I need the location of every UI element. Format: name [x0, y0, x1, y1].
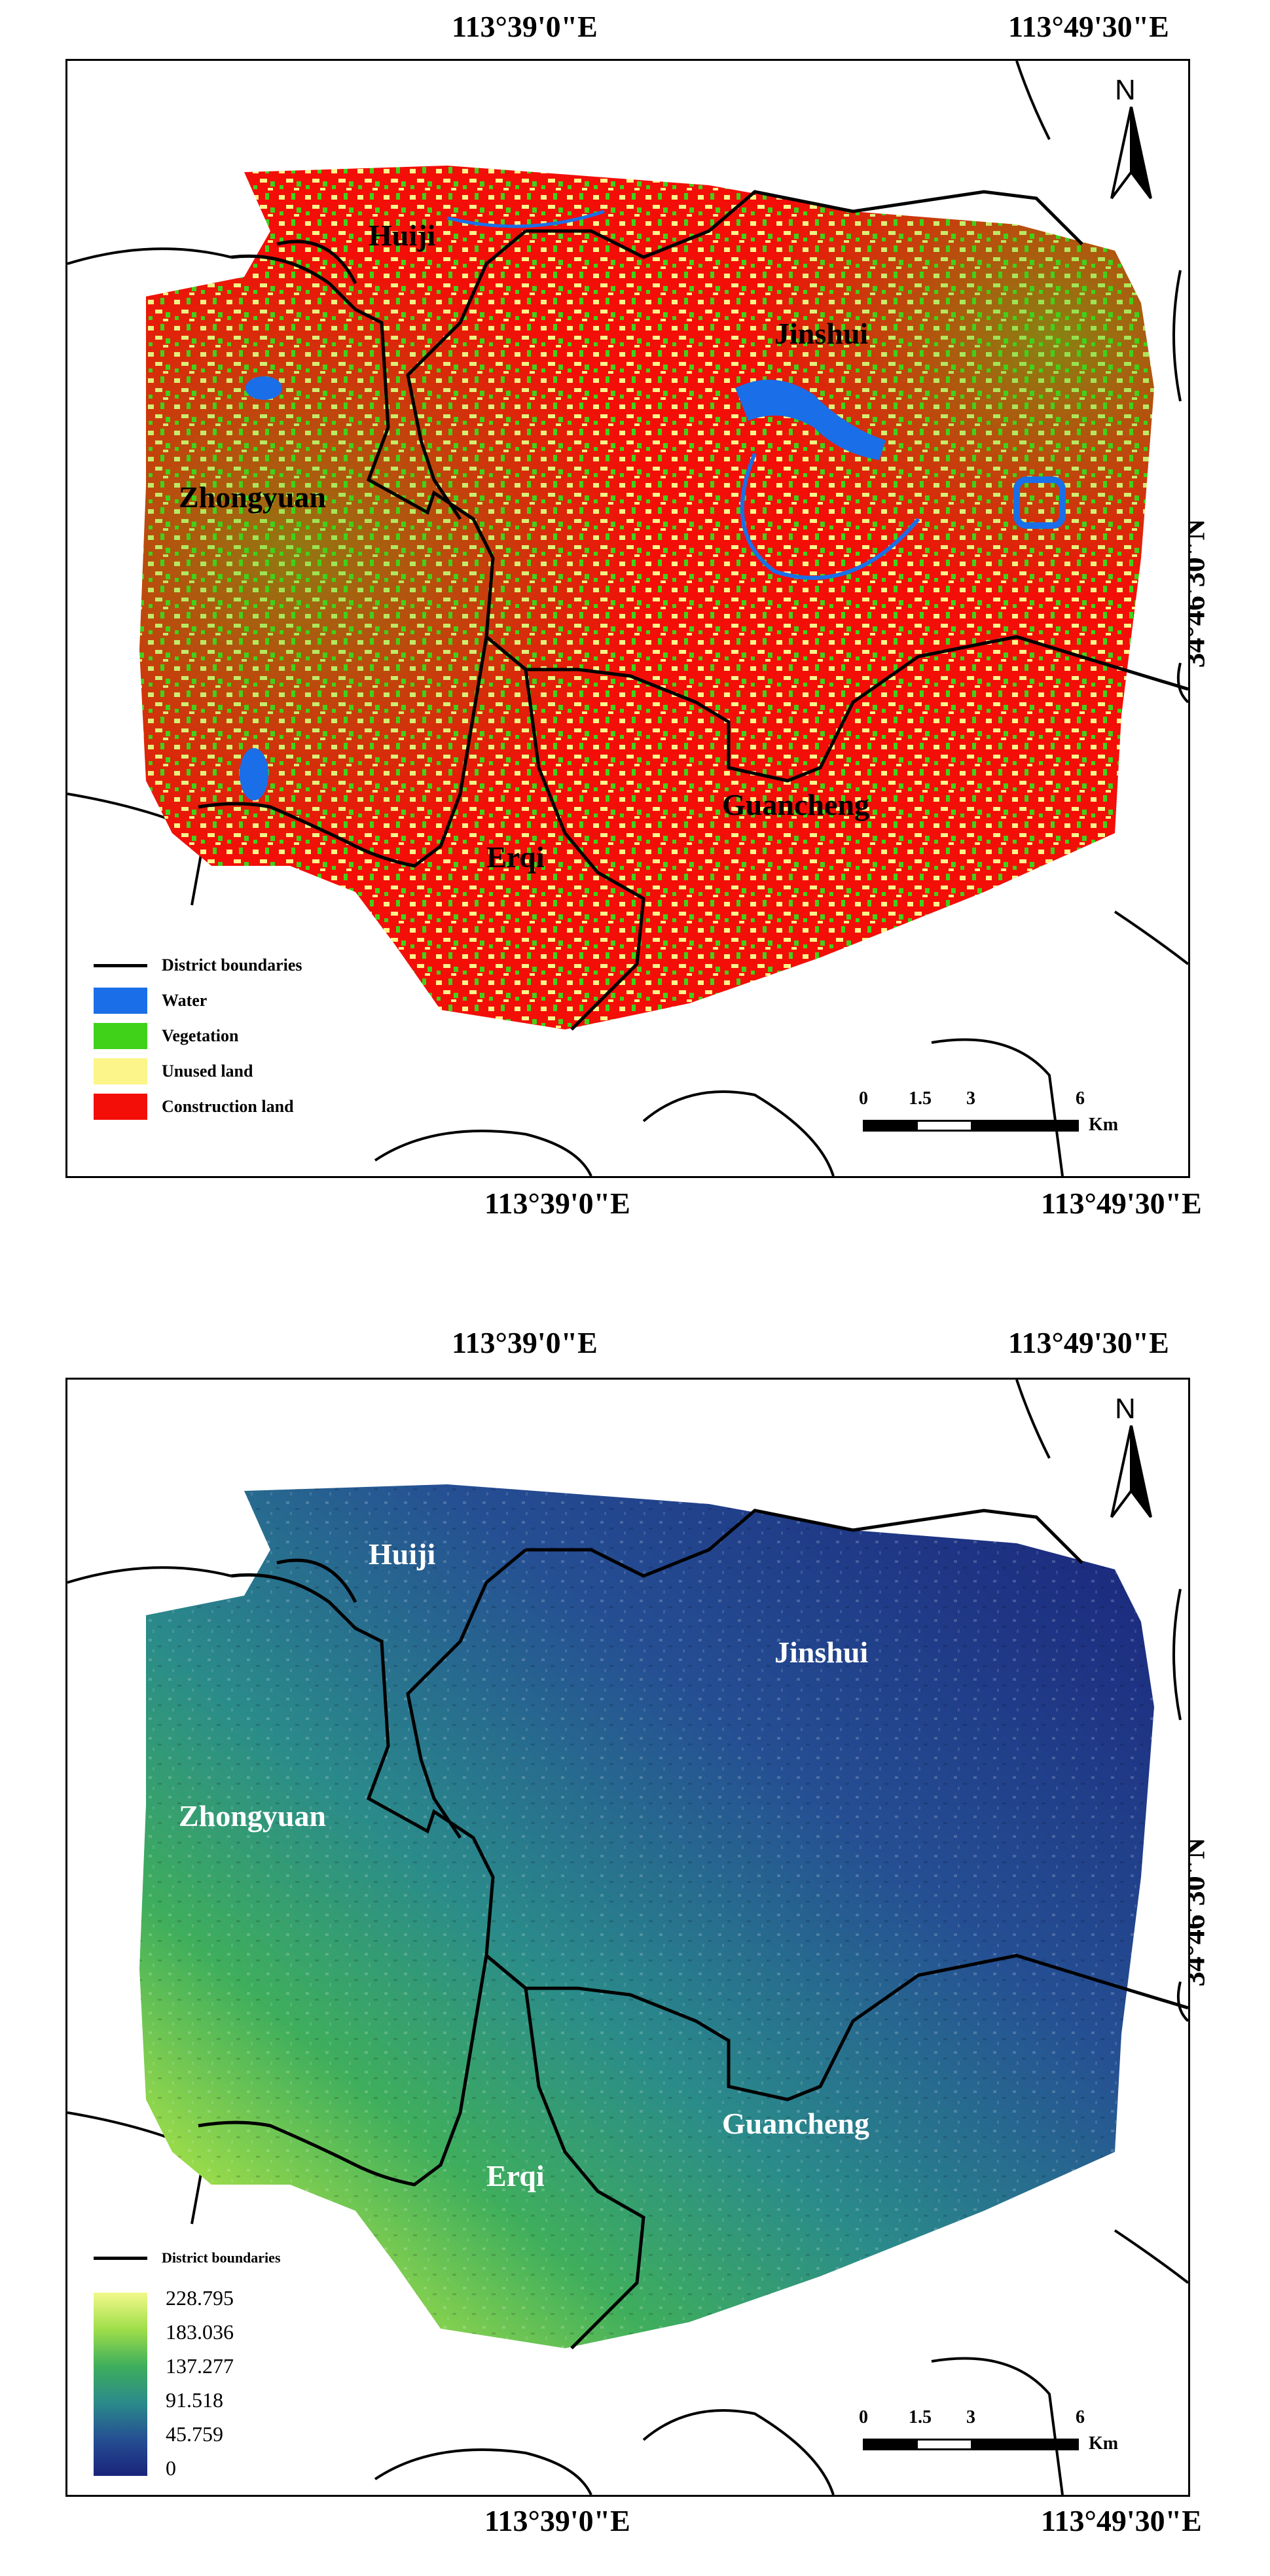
top-longitude-label-right: 113°49'30"E	[1008, 10, 1169, 43]
top-longitude-label-right: 113°49'30"E	[1008, 1326, 1169, 1359]
ramp-value: 183.036	[166, 2320, 234, 2344]
map-frame: Huiji Jinshui Zhongyuan Erqi Guancheng N…	[65, 1378, 1190, 2497]
boundary-line-icon	[94, 2256, 147, 2260]
bottom-longitude-label: 113°39'0"E	[484, 1187, 630, 1220]
ramp-value: 228.795	[166, 2286, 234, 2310]
ramp-value: 0	[166, 2456, 176, 2480]
district-label-erqi: Erqi	[486, 840, 545, 874]
legend-item-unused: Unused land	[94, 1054, 302, 1089]
bottom-longitude-label: 113°39'0"E	[484, 2504, 630, 2537]
district-label-guancheng: Guancheng	[722, 788, 869, 821]
north-arrow-icon: N	[1102, 74, 1161, 205]
district-label-jinshui: Jinshui	[774, 317, 869, 350]
legend-item-construction: Construction land	[94, 1089, 302, 1124]
map-canvas	[67, 61, 1188, 1176]
legend-item-vegetation: Vegetation	[94, 1018, 302, 1054]
ramp-value: 45.759	[166, 2422, 223, 2446]
water-swatch	[94, 988, 147, 1014]
district-boundaries	[198, 1509, 1188, 2350]
legend-item-boundaries: District boundaries	[94, 2240, 281, 2276]
scale-bar: 0 1.5 3 6 Km	[859, 2407, 1119, 2454]
district-label-erqi: Erqi	[486, 2159, 545, 2192]
heat-raster-map: 113°39'0"E 113°49'30"E 113°39'0"E 113°49…	[0, 1306, 1270, 2576]
map-frame: Huiji Jinshui Zhongyuan Erqi Guancheng N…	[65, 59, 1190, 1178]
color-ramp-bar	[94, 2293, 147, 2476]
land-use-map: 113°39'0"E 113°49'30"E 113°39'0"E 113°49…	[0, 0, 1270, 1276]
construction-land-swatch	[94, 1094, 147, 1120]
north-arrow-icon: N	[1102, 1393, 1161, 1524]
top-longitude-label: 113°39'0"E	[452, 1326, 598, 1359]
ramp-value: 91.518	[166, 2388, 223, 2412]
left-latitude-label: 34°46'30"N	[0, 518, 7, 668]
bottom-longitude-label-right: 113°49'30"E	[1041, 1187, 1202, 1220]
ramp-value: 137.277	[166, 2354, 234, 2378]
top-longitude-label: 113°39'0"E	[452, 10, 598, 43]
district-label-guancheng: Guancheng	[722, 2107, 869, 2140]
context-roads	[67, 61, 1188, 1176]
map-legend: District boundaries Water Vegetation Unu…	[94, 948, 302, 1124]
district-label-zhongyuan: Zhongyuan	[179, 480, 327, 514]
water-features	[240, 209, 1066, 800]
unused-land-swatch	[94, 1058, 147, 1084]
left-latitude-label: 34°46'30"N	[0, 1837, 7, 1987]
district-label-huiji: Huiji	[369, 219, 436, 252]
legend-item-boundaries: District boundaries	[94, 948, 302, 983]
district-label-zhongyuan: Zhongyuan	[179, 1799, 327, 1833]
district-label-huiji: Huiji	[369, 1537, 436, 1571]
map-legend: District boundaries	[94, 2240, 281, 2276]
district-label-jinshui: Jinshui	[774, 1636, 869, 1669]
color-ramp-legend: 228.795 183.036 137.277 91.518 45.759 0	[94, 2286, 310, 2489]
legend-item-water: Water	[94, 983, 302, 1018]
bottom-longitude-label-right: 113°49'30"E	[1041, 2504, 1202, 2537]
scale-bar: 0 1.5 3 6 Km	[859, 1088, 1119, 1135]
district-boundaries	[198, 190, 1188, 1031]
map-canvas	[67, 1380, 1188, 2495]
boundary-line-icon	[94, 963, 147, 967]
vegetation-swatch	[94, 1023, 147, 1049]
